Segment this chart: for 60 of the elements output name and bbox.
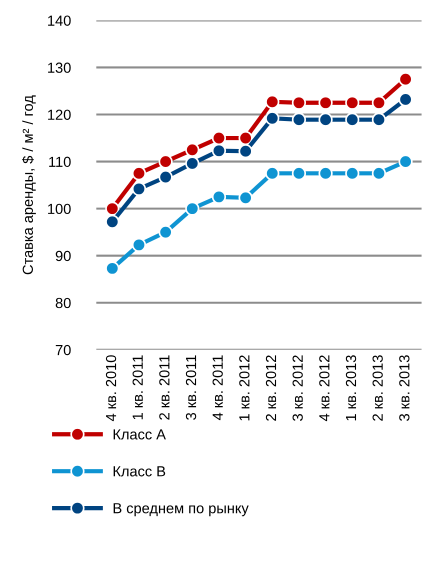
x-tick-label: 3 кв. 2012 [292, 355, 303, 421]
legend-label: Класс А [114, 429, 166, 440]
point [265, 166, 280, 180]
y-tick-label: 120 [48, 110, 71, 120]
point [398, 92, 413, 107]
x-tick-label: 2 кв. 2013 [372, 355, 383, 421]
x-tick-label: 1 кв. 2012 [239, 355, 250, 420]
y-tick-label: 100 [48, 204, 71, 214]
point [158, 170, 173, 184]
x-tick-label: 2 кв. 2011 [159, 355, 170, 420]
point [132, 182, 146, 196]
point [132, 166, 146, 180]
legend-label: В среднем по рынку [114, 503, 249, 516]
y-tick-label: 130 [48, 62, 71, 73]
y-tick-label: 70 [56, 344, 71, 356]
x-tick-label: 1 кв. 2013 [346, 355, 356, 420]
point [265, 94, 280, 109]
point [185, 156, 200, 171]
y-axis-title: Ставка аренды, $ / м² / год [22, 95, 36, 274]
legend-label: Класс В [114, 466, 166, 476]
point [398, 72, 413, 86]
point [372, 166, 386, 180]
point [238, 130, 253, 146]
y-tick-label: 80 [56, 298, 71, 308]
point [105, 214, 120, 229]
point [398, 154, 413, 169]
point [212, 144, 226, 158]
x-tick-label: 3 кв. 2011 [186, 355, 196, 420]
x-tick-label: 4 кв. 2010 [106, 355, 116, 422]
x-tick-label: 4 кв. 2012 [319, 355, 330, 422]
point [212, 190, 226, 204]
point [238, 190, 253, 205]
point [105, 261, 120, 276]
point [185, 142, 200, 157]
point [318, 166, 333, 180]
point [292, 112, 306, 127]
point [318, 112, 333, 127]
point [212, 130, 226, 146]
point [158, 154, 173, 169]
point [372, 96, 386, 110]
y-tick-label: 140 [48, 16, 71, 26]
point [105, 202, 120, 216]
y-tick-label: 90 [56, 250, 71, 262]
x-tick-label: 3 кв. 2013 [399, 355, 410, 421]
point [345, 96, 360, 110]
point [292, 166, 306, 180]
point [345, 166, 360, 180]
point [185, 202, 200, 216]
point [292, 96, 306, 110]
point [265, 111, 280, 126]
point [158, 225, 173, 240]
point [238, 144, 253, 158]
point [345, 112, 360, 127]
x-tick-label: 4 кв. 2011 [212, 355, 223, 420]
y-tick-label: 110 [49, 156, 71, 167]
point [318, 96, 333, 110]
x-tick-label: 1 кв. 2011 [132, 355, 143, 420]
x-tick-label: 2 кв. 2012 [266, 355, 276, 421]
point [132, 238, 146, 252]
point [372, 112, 386, 127]
